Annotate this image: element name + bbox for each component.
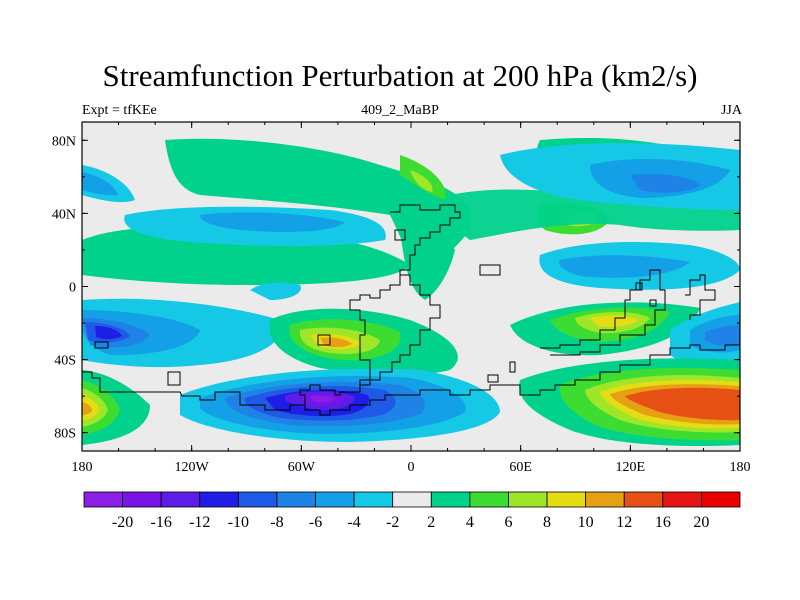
colorbar-label: -6: [309, 514, 322, 531]
colorbar-swatch: [83, 491, 123, 508]
colorbar-label: -2: [386, 514, 399, 531]
colorbar-label: -16: [151, 514, 172, 531]
colorbar-swatch: [276, 491, 316, 508]
colorbar-label: 8: [543, 514, 551, 531]
y-tick-label: 40N: [52, 207, 76, 222]
plot-area: [81, 121, 741, 452]
x-tick-label: 60W: [288, 460, 316, 475]
y-tick-label: 40S: [54, 354, 76, 369]
coastlines: [82, 204, 740, 416]
colorbar-swatch: [160, 491, 201, 508]
case-label: 409_2_MaBP: [361, 103, 439, 118]
colorbar-label: -10: [228, 514, 249, 531]
contour-negative-north: [82, 143, 740, 290]
season-label: JJA: [720, 103, 742, 118]
colorbar: -20 -16 -12 -10 -8 -6 -4 -2 2 4 6 8 10 12 16 20: [83, 491, 741, 531]
colorbar-swatch: [353, 491, 394, 508]
chart-title: Streamfunction Perturbation at 200 hPa (…: [102, 58, 698, 93]
y-tick-label: 0: [69, 281, 76, 296]
colorbar-label: 20: [693, 514, 709, 531]
colorbar-label: 10: [578, 514, 594, 531]
contour-fills: [82, 138, 740, 447]
x-tick-label: 120W: [175, 460, 210, 475]
contour-south-midlatitude: [82, 282, 740, 447]
colorbar-swatch: [469, 491, 509, 508]
colorbar-swatch: [585, 491, 625, 508]
colorbar-label: 6: [504, 514, 512, 531]
contour-tropical-south: [82, 298, 740, 375]
colorbar-swatch: [662, 491, 702, 508]
x-tick-label: 0: [408, 460, 415, 475]
y-tick-label: 80N: [52, 134, 76, 149]
colorbar-swatch: [623, 491, 664, 508]
y-axis: 80N 40N 0 40S 80S: [52, 134, 740, 442]
colorbar-label: 16: [655, 514, 671, 531]
colorbar-label: -8: [270, 514, 283, 531]
colorbar-label: -4: [347, 514, 360, 531]
x-tick-label: 60E: [509, 460, 532, 475]
colorbar-label: 2: [427, 514, 435, 531]
colorbar-label: 4: [466, 514, 474, 531]
colorbar-swatch: [237, 491, 278, 508]
x-tick-label: 120E: [616, 460, 646, 475]
colorbar-swatch: [315, 491, 355, 508]
x-tick-label: 180: [730, 460, 751, 475]
colorbar-label: 12: [616, 514, 632, 531]
x-tick-label: 180: [72, 460, 93, 475]
colorbar-swatch: [701, 491, 741, 508]
x-axis: 180 120W 60W 0 60E 120E 180: [72, 122, 751, 475]
colorbar-swatch: [392, 491, 432, 508]
colorbar-swatch: [508, 491, 548, 508]
colorbar-swatch: [546, 491, 587, 508]
colorbar-swatch: [122, 491, 162, 508]
colorbar-label: -12: [189, 514, 210, 531]
colorbar-swatch: [430, 491, 471, 508]
experiment-label: Expt = tfKEe: [82, 103, 157, 118]
y-tick-label: 80S: [54, 427, 76, 442]
colorbar-label: -20: [112, 514, 133, 531]
colorbar-swatch: [199, 491, 239, 508]
